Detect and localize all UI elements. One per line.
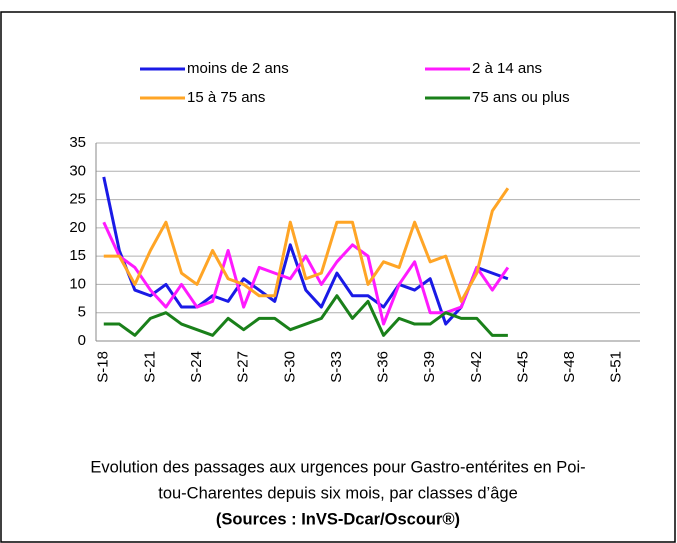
x-tick-label: S-45 xyxy=(514,351,531,383)
legend-label: 15 à 75 ans xyxy=(187,89,265,106)
legend-label: moins de 2 ans xyxy=(187,60,289,77)
series-line xyxy=(102,221,510,326)
x-tick-label: S-24 xyxy=(188,351,205,383)
x-tick-label: S-18 xyxy=(95,351,112,383)
x-tick-label: S-42 xyxy=(468,351,485,383)
x-tick-label: S-51 xyxy=(608,351,625,383)
x-tick-label: S-33 xyxy=(328,351,345,383)
series-line xyxy=(102,176,509,326)
caption-line: Evolution des passages aux urgences pour… xyxy=(90,458,585,476)
y-tick-label: 5 xyxy=(78,304,86,321)
x-tick-label: S-21 xyxy=(141,351,158,383)
y-tick-label: 0 xyxy=(78,332,86,349)
series-line xyxy=(103,294,508,337)
y-tick-label: 30 xyxy=(69,162,86,179)
x-tick-label: S-27 xyxy=(235,351,252,383)
caption-source: (Sources : InVS-Dcar/Oscour®) xyxy=(216,510,460,528)
y-tick-label: 15 xyxy=(69,247,86,264)
y-tick-label: 20 xyxy=(69,219,86,236)
x-tick-label: S-30 xyxy=(281,351,298,383)
y-tick-label: 25 xyxy=(69,191,86,208)
series-line xyxy=(103,187,510,303)
y-tick-label: 35 xyxy=(69,134,86,151)
legend-label: 75 ans ou plus xyxy=(472,89,570,106)
x-tick-label: S-48 xyxy=(561,351,578,383)
x-tick-label: S-36 xyxy=(375,351,392,383)
frame xyxy=(0,11,676,543)
y-tick-label: 10 xyxy=(69,275,86,292)
x-tick-label: S-39 xyxy=(421,351,438,383)
legend-label: 2 à 14 ans xyxy=(472,60,542,77)
caption-line: tou-Charentes depuis six mois, par class… xyxy=(158,484,518,502)
